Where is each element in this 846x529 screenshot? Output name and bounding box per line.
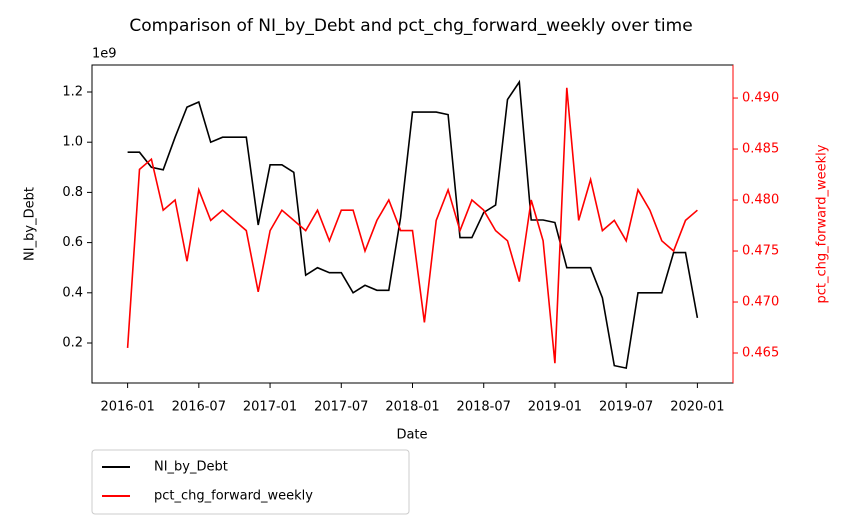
chart-title: Comparison of NI_by_Debt and pct_chg_for… (129, 16, 692, 36)
x-tick-label: 2018-07 (457, 400, 511, 415)
y-tick-label: 1.2 (62, 85, 83, 100)
legend-box (91, 449, 410, 515)
series-line (126, 87, 698, 364)
x-tick-label: 2016-01 (100, 400, 154, 415)
x-tick-label: 2019-01 (528, 400, 582, 415)
y2-tick-label: 0.485 (742, 142, 779, 157)
y-tick-label: 0.4 (62, 285, 83, 300)
x-tick-label: 2019-07 (599, 400, 653, 415)
y2-tick-label: 0.475 (742, 244, 779, 259)
y2-tick-label: 0.470 (742, 295, 779, 310)
y-offset-label: 1e9 (92, 47, 117, 62)
legend-label: NI_by_Debt (154, 460, 228, 475)
y2-tick-label: 0.465 (742, 346, 779, 361)
x-axis-label: Date (396, 428, 427, 443)
y-tick-label: 1.0 (62, 135, 83, 150)
y2-tick-label: 0.490 (742, 91, 779, 106)
x-tick-label: 2016-07 (172, 400, 226, 415)
legend-label: pct_chg_forward_weekly (154, 489, 313, 504)
y-tick-label: 0.2 (62, 335, 83, 350)
y-axis-label: NI_by_Debt (23, 187, 38, 261)
x-tick-label: 2020-01 (670, 400, 724, 415)
y2-tick-label: 0.480 (742, 193, 779, 208)
y2-axis-label: pct_chg_forward_weekly (815, 144, 830, 303)
x-tick-label: 2017-07 (314, 400, 368, 415)
y-tick-label: 0.8 (62, 185, 83, 200)
y-tick-label: 0.6 (62, 235, 83, 250)
series-line (127, 79, 699, 370)
x-tick-label: 2017-01 (243, 400, 297, 415)
x-tick-label: 2018-01 (385, 400, 439, 415)
